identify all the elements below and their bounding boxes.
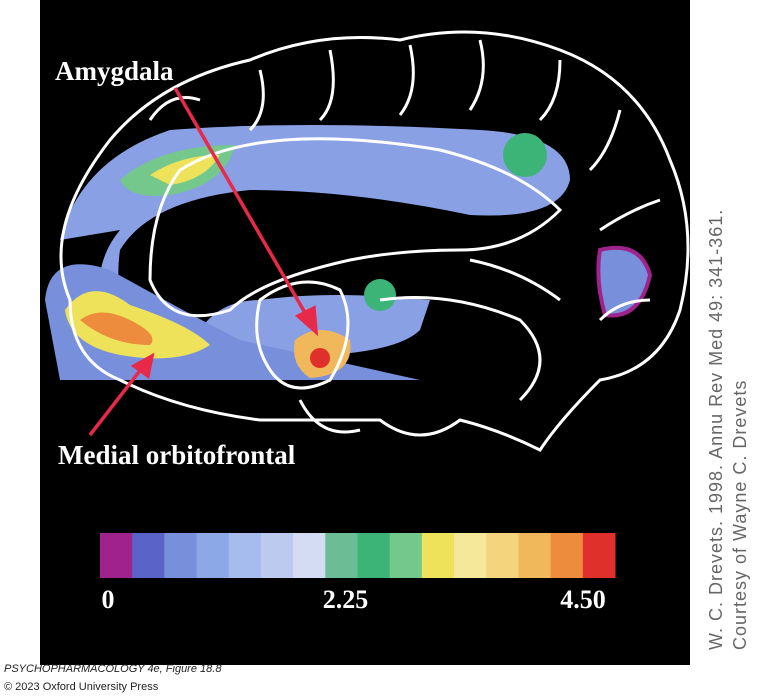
- colorbar-cell: [486, 533, 519, 578]
- caption-line: © 2023 Oxford University Press: [4, 681, 159, 693]
- colorbar-tick-label: 2.25: [323, 585, 369, 614]
- pointer-arrows: [88, 87, 319, 437]
- brain-outline: [59, 30, 690, 452]
- colorbar-cell: [389, 533, 423, 578]
- colorbar-cell: [100, 533, 133, 578]
- credit-line: W. C. Drevets. 1998. Annu Rev Med 49: 34…: [706, 209, 726, 650]
- colorbar-cell: [550, 533, 584, 578]
- colorbar-tick-label: 0: [102, 585, 115, 614]
- colorbar-cell: [164, 533, 198, 578]
- colorbar-tick-label: 4.50: [560, 585, 606, 614]
- pet-activity: [45, 125, 653, 380]
- colorbar-cell: [260, 533, 294, 578]
- colorbar-cell: [421, 533, 455, 578]
- colorbar-cell: [196, 533, 230, 578]
- colorbar-cell: [357, 533, 391, 578]
- colorbar-cell: [132, 533, 165, 578]
- credit: W. C. Drevets. 1998. Annu Rev Med 49: 34…: [706, 209, 750, 650]
- colorbar-cell: [454, 533, 487, 578]
- caption-line: PSYCHOPHARMACOLOGY 4e, Figure 18.8: [4, 663, 222, 675]
- colorbar-cell: [582, 533, 616, 578]
- colorbar: 0 2.25 4.50: [100, 533, 616, 614]
- colorbar-cell: [293, 533, 326, 578]
- orbitofrontal-label: Medial orbitofrontal: [58, 440, 296, 470]
- colorbar-cell: [518, 533, 552, 578]
- amygdala-label: Amygdala: [55, 56, 174, 86]
- colorbar-cell: [228, 533, 262, 578]
- colorbar-cell: [325, 533, 358, 578]
- credit-line: Courtesy of Wayne C. Drevets: [730, 380, 750, 650]
